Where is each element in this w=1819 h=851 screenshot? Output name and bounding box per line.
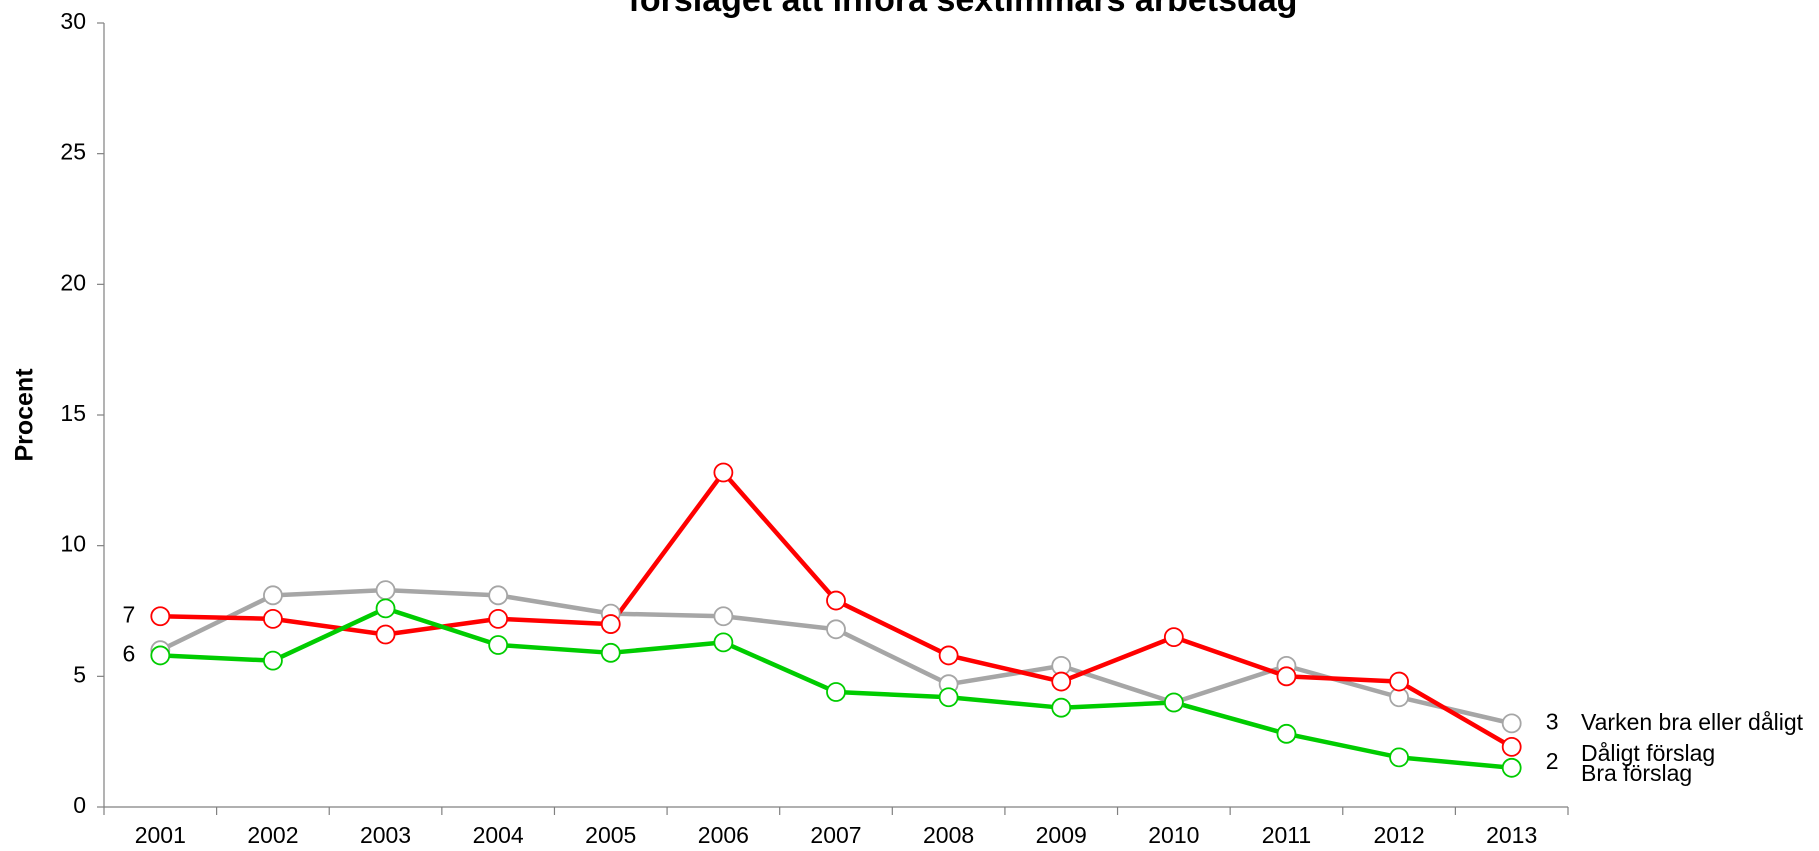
x-tick-label: 2004 bbox=[473, 822, 524, 848]
marker bbox=[375, 624, 396, 645]
y-tick-label: 15 bbox=[60, 400, 86, 426]
x-tick-label: 2008 bbox=[923, 822, 974, 848]
y-tick-label: 0 bbox=[73, 792, 86, 818]
marker bbox=[938, 645, 959, 666]
marker bbox=[150, 606, 171, 627]
y-tick-label: 20 bbox=[60, 269, 86, 295]
marker bbox=[600, 642, 621, 663]
value-label: 2 bbox=[1546, 748, 1559, 774]
series-label: Bra förslag bbox=[1581, 760, 1692, 786]
y-tick-label: 30 bbox=[60, 8, 86, 34]
x-tick-label: 2002 bbox=[247, 822, 298, 848]
marker bbox=[1051, 697, 1072, 718]
x-tick-label: 2012 bbox=[1373, 822, 1424, 848]
marker bbox=[600, 614, 621, 634]
marker bbox=[1163, 692, 1184, 713]
marker bbox=[826, 682, 846, 702]
marker bbox=[375, 598, 396, 619]
marker bbox=[488, 585, 509, 606]
x-tick-label: 2013 bbox=[1486, 822, 1537, 848]
marker bbox=[1051, 671, 1072, 692]
x-tick-label: 2003 bbox=[360, 822, 411, 848]
value-label: 7 bbox=[123, 601, 136, 627]
marker bbox=[1501, 757, 1522, 778]
marker bbox=[938, 687, 959, 708]
x-tick-label: 2011 bbox=[1262, 822, 1311, 848]
value-label: 3 bbox=[1546, 708, 1559, 734]
x-tick-label: 2009 bbox=[1036, 822, 1087, 848]
marker bbox=[263, 585, 283, 606]
marker bbox=[263, 608, 283, 629]
marker bbox=[1163, 627, 1184, 648]
y-tick-label: 5 bbox=[73, 661, 86, 687]
marker bbox=[713, 462, 734, 483]
marker bbox=[1501, 736, 1522, 757]
marker bbox=[1389, 747, 1409, 768]
marker bbox=[1276, 666, 1297, 687]
x-tick-label: 2007 bbox=[810, 822, 861, 848]
y-axis-label: Procent bbox=[11, 368, 39, 462]
y-tick-label: 25 bbox=[60, 139, 86, 165]
chart-title: förslaget att införa sextimmars arbetsda… bbox=[629, 0, 1298, 19]
y-tick-label: 10 bbox=[60, 531, 86, 557]
marker bbox=[826, 590, 846, 611]
marker bbox=[713, 606, 734, 627]
series-label: Dåligt förslag bbox=[1581, 740, 1715, 766]
series-label: Varken bra eller dåligt bbox=[1581, 709, 1804, 735]
marker bbox=[1501, 713, 1522, 734]
marker bbox=[713, 632, 734, 653]
marker bbox=[826, 619, 846, 640]
marker bbox=[488, 608, 509, 629]
x-tick-label: 2006 bbox=[698, 822, 749, 848]
x-tick-label: 2001 bbox=[135, 822, 186, 848]
marker bbox=[488, 635, 509, 655]
marker bbox=[375, 580, 396, 600]
marker bbox=[263, 650, 283, 671]
marker bbox=[1276, 723, 1297, 744]
marker bbox=[150, 645, 171, 666]
marker bbox=[1389, 671, 1409, 692]
x-tick-label: 2010 bbox=[1148, 822, 1199, 848]
value-label: 6 bbox=[123, 641, 136, 667]
x-tick-label: 2005 bbox=[585, 822, 636, 848]
